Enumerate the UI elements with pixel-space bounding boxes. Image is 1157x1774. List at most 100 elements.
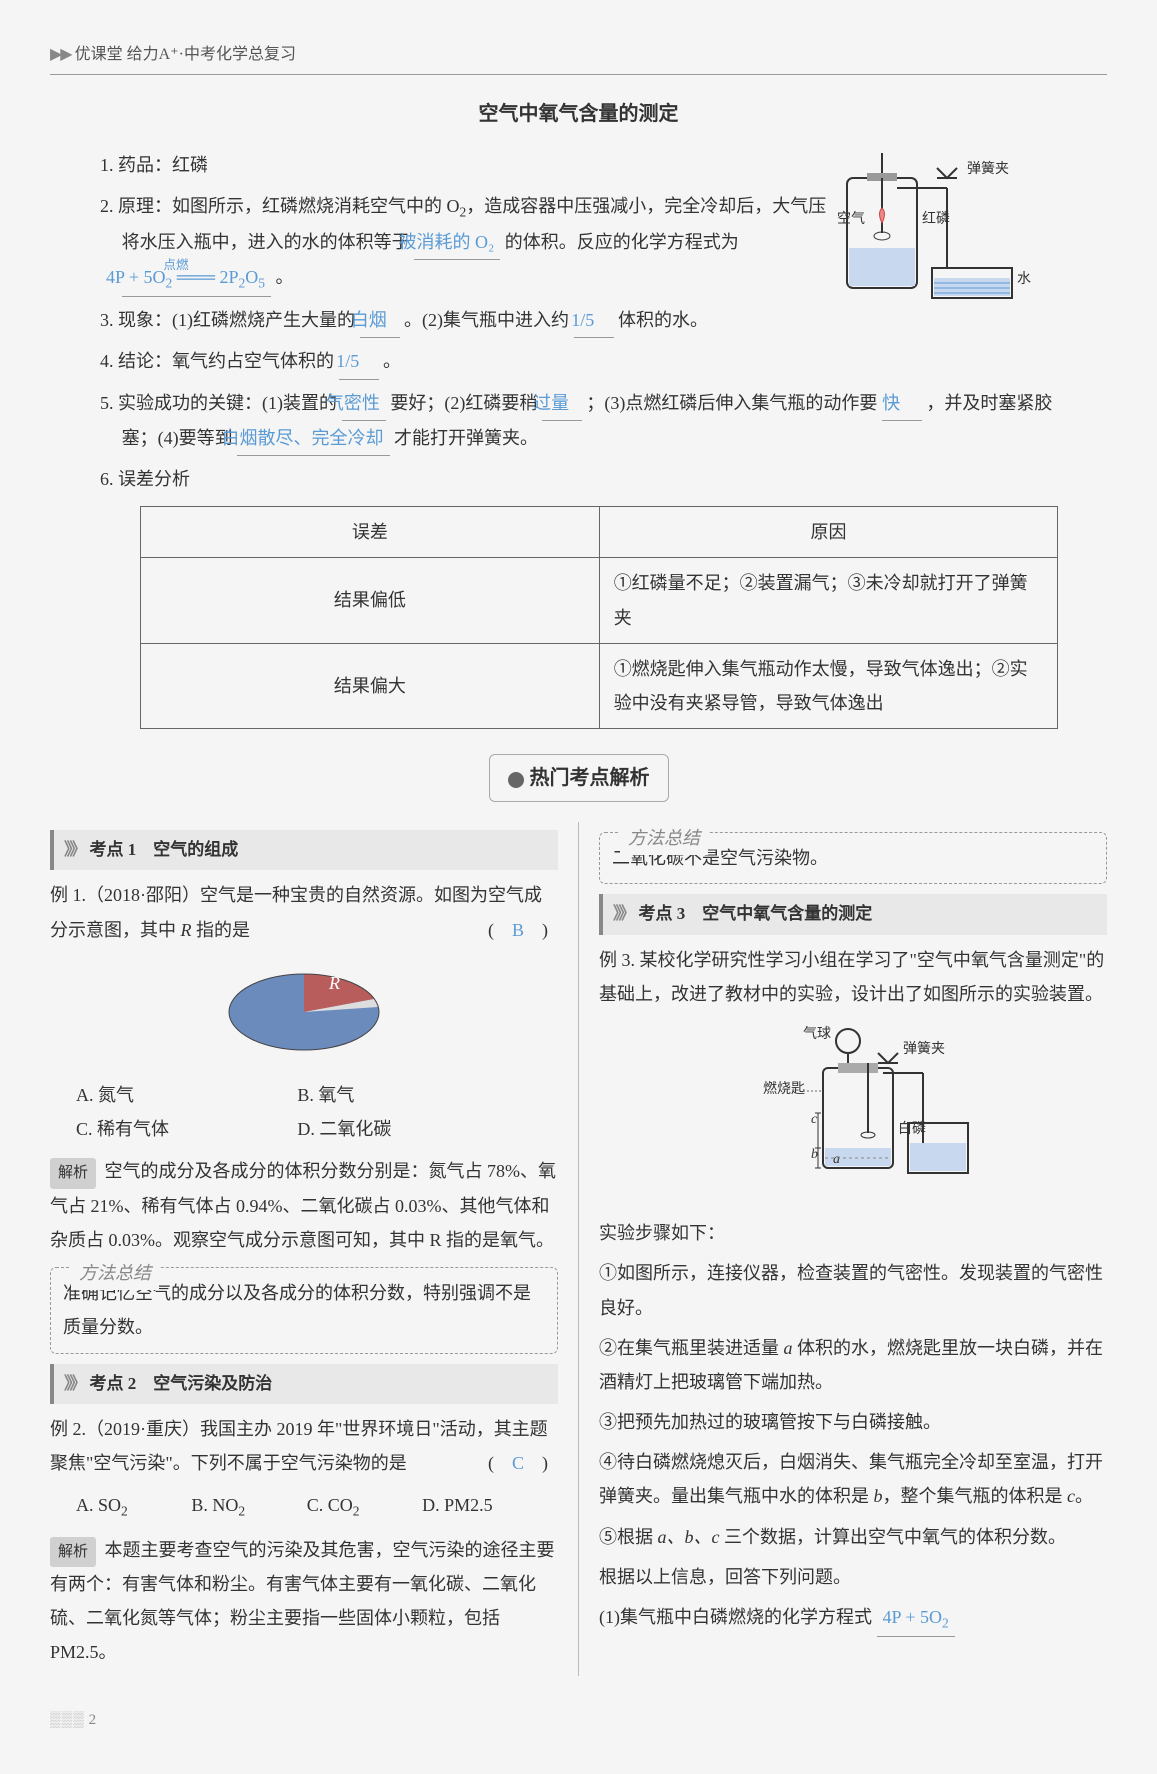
- pie-chart: R: [50, 957, 558, 1068]
- ex2-jiexi: 解析 本题主要考查空气的污染及其危害，空气污染的途径主要有两个：有害气体和粉尘。…: [50, 1533, 558, 1670]
- ex2-stem: 例 2.（2019·重庆）我国主办 2019 年"世界环境日"活动，其主题聚焦"…: [50, 1412, 558, 1480]
- s2-var-a: a: [784, 1338, 793, 1358]
- ex2-jiexi-text: 本题主要考查空气的污染及其危害，空气污染的途径主要有两个：有害气体和粉尘。有害气…: [50, 1540, 555, 1663]
- blank-cool: 白烟散尽、完全冷却: [237, 421, 389, 456]
- item-5: 5. 实验成功的关键：(1)装置的 气密性 要好；(2)红磷要稍 过量 ；(3)…: [100, 386, 1077, 456]
- chevrons-icon: 》》: [64, 1374, 84, 1393]
- ex2-opt-a: A. SO2: [76, 1488, 187, 1524]
- steps-header: 实验步骤如下：: [599, 1216, 1107, 1250]
- item-5-m4: 才能打开弹簧夹。: [394, 428, 538, 448]
- label-a: a: [833, 1152, 840, 1167]
- apparatus-diagram-2: 气球 燃烧匙 弹簧夹 白磷 c b a: [599, 1023, 1107, 1204]
- label-balloon: 气球: [803, 1026, 831, 1042]
- kaodian-3-title: 考点 3 空气中氧气含量的测定: [639, 904, 873, 923]
- ex1-stem-pre: 例 1.（2018·邵阳）空气是一种宝贵的自然资源。如图为空气成分示意图，其中: [50, 885, 542, 939]
- blank-equation: 4P + 5O2 点燃═══ 2P2O5: [122, 260, 271, 297]
- s4-var-c: c: [1067, 1486, 1075, 1506]
- page-title: 空气中氧气含量的测定: [50, 95, 1107, 133]
- right-column: 方法总结 二氧化碳不是空气污染物。 》》考点 3 空气中氧气含量的测定 例 3.…: [578, 822, 1107, 1675]
- banner-dot-icon: [508, 772, 524, 788]
- item-3-mid: 。(2)集气瓶中进入约: [404, 310, 569, 330]
- ex1-var-r: R: [181, 920, 192, 940]
- kaodian-2-title: 考点 2 空气污染及防治: [90, 1374, 273, 1393]
- chevrons-icon: 》》: [64, 840, 84, 859]
- ex2-opt-b: B. NO2: [191, 1488, 302, 1524]
- q1-answer: 4P + 5O2: [877, 1600, 955, 1637]
- step-2: ②在集气瓶里装进适量 a 体积的水，燃烧匙里放一块白磷，并在酒精灯上把玻璃管下端…: [599, 1331, 1107, 1399]
- label-clip: 弹簧夹: [903, 1041, 945, 1057]
- item-5-m2: ；(3)点燃红磷后伸入集气瓶的动作要: [586, 393, 877, 413]
- kaodian-1-header: 》》考点 1 空气的组成: [50, 830, 558, 870]
- item-3-after: 体积的水。: [618, 310, 708, 330]
- cell-low-reason: ①红磷量不足；②装置漏气；③未冷却就打开了弹簧夹: [599, 558, 1058, 643]
- step-1: ①如图所示，连接仪器，检查装置的气密性。发现装置的气密性良好。: [599, 1256, 1107, 1324]
- label-white-p: 白磷: [898, 1121, 926, 1137]
- ex1-opt-c: C. 稀有气体: [76, 1112, 293, 1146]
- label-b: b: [811, 1147, 818, 1162]
- blank-one-fifth-1: 1/5: [574, 303, 614, 338]
- ex2-answer: C: [512, 1453, 524, 1473]
- item-6: 6. 误差分析: [100, 462, 1077, 496]
- item-4-pre: 4. 结论：氧气约占空气体积的: [100, 351, 334, 371]
- footer-deco-icon: ▒▒▒: [50, 1712, 85, 1728]
- blank-airtight: 气密性: [342, 386, 386, 421]
- ex1-answer: B: [512, 920, 524, 940]
- apparatus-diagram-1: 弹簧夹 红磷 空气 水: [837, 148, 1077, 308]
- item-5-pre: 5. 实验成功的关键：(1)装置的: [100, 393, 337, 413]
- ex1-stem: 例 1.（2018·邵阳）空气是一种宝贵的自然资源。如图为空气成分示意图，其中 …: [50, 878, 558, 946]
- step-5: ⑤根据 a、b、c 三个数据，计算出空气中氧气的体积分数。: [599, 1520, 1107, 1554]
- ex2-options: A. SO2 B. NO2 C. CO2 D. PM2.5: [76, 1488, 558, 1524]
- s5-post: 三个数据，计算出空气中氧气的体积分数。: [720, 1527, 1067, 1547]
- step-4: ④待白磷燃烧熄灭后，白烟消失、集气瓶完全冷却至室温，打开弹簧夹。量出集气瓶中水的…: [599, 1445, 1107, 1513]
- cell-low: 结果偏低: [141, 558, 600, 643]
- left-column: 》》考点 1 空气的组成 例 1.（2018·邵阳）空气是一种宝贵的自然资源。如…: [50, 822, 558, 1675]
- page-header: ▶▶ 优课堂 给力A⁺·中考化学总复习: [50, 40, 1107, 75]
- blank-one-fifth-2: 1/5: [339, 344, 379, 379]
- jiexi-tag: 解析: [50, 1158, 96, 1189]
- s4-mid: ，整个集气瓶的体积是: [883, 1486, 1068, 1506]
- jiexi-tag: 解析: [50, 1537, 96, 1568]
- s4-var-b: b: [874, 1486, 883, 1506]
- s5-pre: ⑤根据: [599, 1527, 658, 1547]
- label-c: c: [811, 1112, 818, 1127]
- chevrons-icon: 》》: [613, 904, 633, 923]
- ex1-options: A. 氮气 B. 氧气 C. 稀有气体 D. 二氧化碳: [76, 1078, 558, 1146]
- cell-high: 结果偏大: [141, 643, 600, 728]
- question-1: (1)集气瓶中白磷燃烧的化学方程式 4P + 5O2: [599, 1600, 1107, 1637]
- item-2-after: 的体积。反应的化学方程式为: [505, 232, 739, 252]
- page-footer: ▒▒▒ 2: [50, 1706, 1107, 1735]
- brand-name: 优课堂: [75, 46, 123, 63]
- section-banner: 热门考点解析: [50, 754, 1107, 802]
- pie-r-label: R: [328, 973, 340, 993]
- ex3-stem: 例 3. 某校化学研究性学习小组在学习了"空气中氧气含量测定"的基础上，改进了教…: [599, 943, 1107, 1011]
- label-spring-clip: 弹簧夹: [967, 161, 1009, 177]
- ex1-opt-a: A. 氮气: [76, 1078, 293, 1112]
- item-2-pre: 2. 原理：如图所示，红磷燃烧消耗空气中的 O: [100, 196, 460, 216]
- fangfa-title-2: 方法总结: [620, 821, 708, 855]
- q1-text: (1)集气瓶中白磷燃烧的化学方程式: [599, 1607, 872, 1627]
- fangfa-box-2: 方法总结 二氧化碳不是空气污染物。: [599, 832, 1107, 884]
- main-content: 弹簧夹 红磷 空气 水 1. 药品：红磷 2. 原理：如图所示，红磷燃烧消耗空气…: [50, 148, 1107, 729]
- ex2-stem-text: 例 2.（2019·重庆）我国主办 2019 年"世界环境日"活动，其主题聚焦"…: [50, 1419, 548, 1473]
- table-row: 结果偏低 ①红磷量不足；②装置漏气；③未冷却就打开了弹簧夹: [141, 558, 1058, 643]
- s5-vars: a、b、c: [658, 1527, 720, 1547]
- ex1-stem-post: 指的是: [192, 920, 251, 940]
- ex1-opt-d: D. 二氧化碳: [297, 1112, 514, 1146]
- header-arrows: ▶▶: [50, 46, 71, 63]
- s4-post: 。: [1075, 1486, 1093, 1506]
- table-row: 结果偏大 ①燃烧匙伸入集气瓶动作太慢，导致气体逸出；②实验中没有夹紧导管，导致气…: [141, 643, 1058, 728]
- ex1-opt-b: B. 氧气: [297, 1078, 514, 1112]
- fangfa-title-1: 方法总结: [71, 1256, 159, 1290]
- brand-suffix: 给力A⁺·中考化学总复习: [127, 46, 296, 63]
- kaodian-1-title: 考点 1 空气的组成: [90, 840, 239, 859]
- ex1-jiexi: 解析 空气的成分及各成分的体积分数分别是：氮气占 78%、氧气占 21%、稀有气…: [50, 1154, 558, 1257]
- item-4: 4. 结论：氧气约占空气体积的 1/5 。: [100, 344, 1077, 379]
- kaodian-2-header: 》》考点 2 空气污染及防治: [50, 1364, 558, 1404]
- item-3: 3. 现象：(1)红磷燃烧产生大量的 白烟 。(2)集气瓶中进入约 1/5 体积…: [100, 303, 1077, 338]
- blank-white-smoke: 白烟: [360, 303, 400, 338]
- two-column-layout: 》》考点 1 空气的组成 例 1.（2018·邵阳）空气是一种宝贵的自然资源。如…: [50, 822, 1107, 1675]
- label-red-p: 红磷: [922, 211, 950, 227]
- item-5-m1: 要好；(2)红磷要稍: [390, 393, 537, 413]
- cell-high-reason: ①燃烧匙伸入集气瓶动作太慢，导致气体逸出；②实验中没有夹紧导管，导致气体逸出: [599, 643, 1058, 728]
- error-analysis-table: 误差 原因 结果偏低 ①红磷量不足；②装置漏气；③未冷却就打开了弹簧夹 结果偏大…: [140, 506, 1058, 729]
